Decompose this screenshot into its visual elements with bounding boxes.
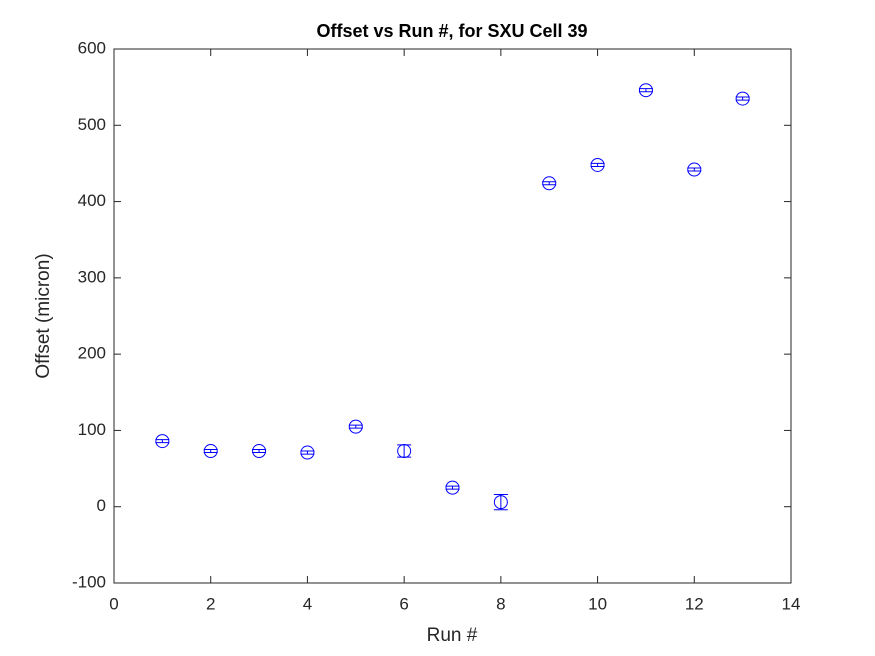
data-point — [735, 91, 750, 106]
x-tick-label: 4 — [303, 594, 312, 613]
y-axis-label: Offset (micron) — [33, 253, 54, 378]
data-point — [445, 480, 460, 495]
data-point — [493, 495, 508, 510]
error-bar — [493, 494, 508, 511]
data-point — [155, 434, 170, 449]
error-bar — [590, 162, 605, 167]
error-bar — [735, 96, 750, 101]
error-bar — [542, 181, 557, 186]
x-tick-label: 10 — [588, 594, 607, 613]
plot-box — [113, 48, 792, 584]
y-tick-label: 0 — [97, 496, 106, 515]
error-bar — [348, 424, 363, 429]
error-bar — [252, 449, 267, 454]
x-tick-label: 2 — [206, 594, 215, 613]
x-tick-label: 12 — [685, 594, 704, 613]
error-bar — [687, 167, 702, 172]
x-tick-label: 6 — [399, 594, 408, 613]
y-tick-label: 200 — [78, 344, 106, 363]
error-bar — [638, 88, 653, 93]
y-tick-label: 400 — [78, 191, 106, 210]
data-point — [590, 157, 605, 172]
data-point — [638, 83, 653, 98]
x-tick-label: 8 — [496, 594, 505, 613]
error-bar — [300, 450, 315, 455]
data-point — [348, 419, 363, 434]
data-point — [252, 444, 267, 459]
data-point — [397, 444, 412, 459]
y-tick-label: 600 — [78, 38, 106, 57]
error-bar — [445, 485, 460, 490]
data-point — [687, 162, 702, 177]
data-point — [203, 444, 218, 459]
y-tick-label: 100 — [78, 420, 106, 439]
x-tick-label: 0 — [109, 594, 118, 613]
y-tick-label: 500 — [78, 115, 106, 134]
data-point — [300, 445, 315, 460]
y-tick-label: 300 — [78, 267, 106, 286]
y-tick-label: -100 — [72, 572, 106, 591]
error-bar — [203, 449, 218, 454]
x-axis-label: Run # — [427, 625, 478, 646]
error-bar — [155, 439, 170, 444]
data-point — [542, 176, 557, 191]
x-tick-label: 14 — [782, 594, 801, 613]
chart-title: Offset vs Run #, for SXU Cell 39 — [316, 21, 587, 41]
